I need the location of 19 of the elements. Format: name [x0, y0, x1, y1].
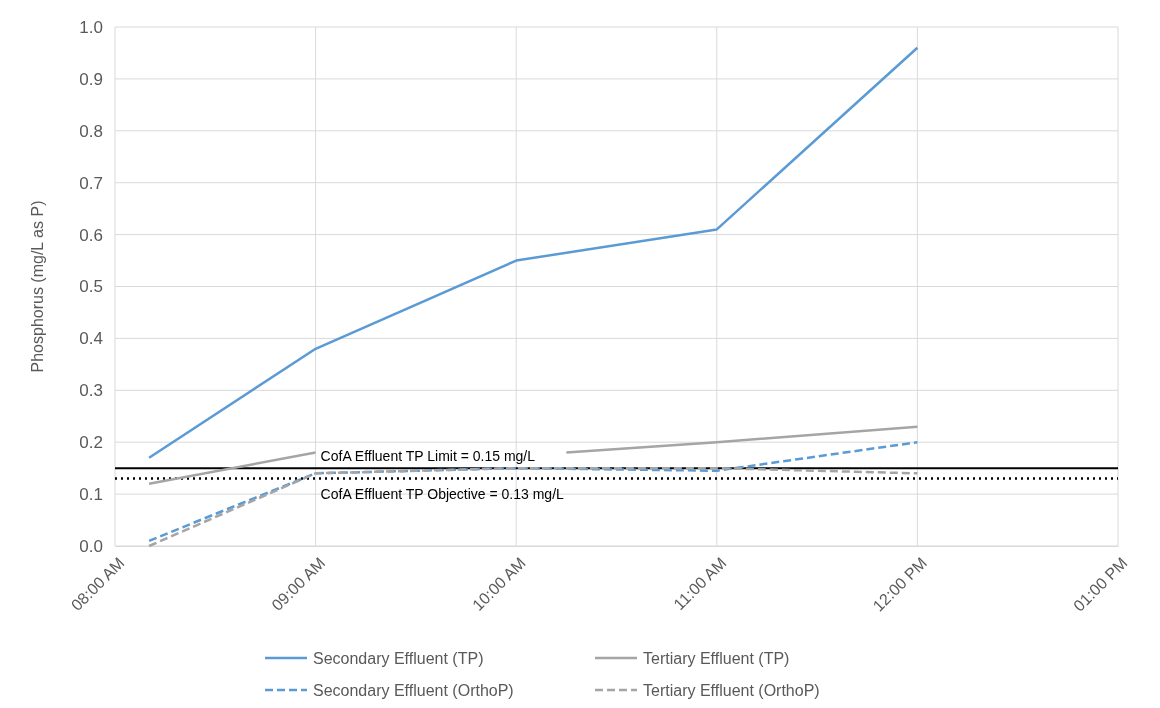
y-tick-label: 0.6: [79, 225, 103, 245]
line-series: [147, 440, 919, 543]
y-tick-label: 0.9: [79, 69, 103, 89]
legend-label: Tertiary Effluent (OrthoP): [643, 681, 820, 699]
y-tick-label: 0.5: [79, 277, 103, 297]
y-tick-label: 0.3: [79, 381, 103, 401]
y-tick-label: 0.4: [79, 329, 103, 349]
y-axis-title: Phosphorus (mg/L as P): [29, 200, 46, 373]
ref-line-label: CofA Effluent TP Objective = 0.13 mg/L: [320, 485, 565, 502]
y-tick-label: 0.1: [79, 485, 103, 505]
y-tick-label: 1.0: [79, 17, 103, 37]
y-tick-label: 0.0: [79, 536, 103, 556]
y-tick-label: 0.7: [79, 173, 103, 193]
legend-label: Tertiary Effluent (TP): [643, 649, 790, 667]
y-tick-label: 0.2: [79, 433, 103, 453]
y-tick-label: 0.8: [79, 121, 103, 141]
ref-line-label: CofA Effluent TP Limit = 0.15 mg/L: [320, 448, 536, 465]
legend-label: Secondary Effluent (OrthoP): [313, 681, 514, 699]
legend-label: Secondary Effluent (TP): [313, 649, 484, 667]
